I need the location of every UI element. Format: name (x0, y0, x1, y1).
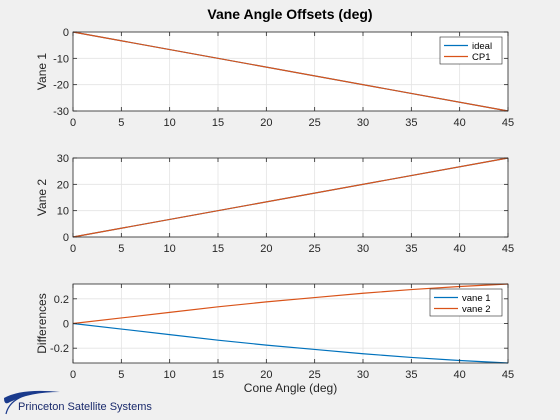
x-tick-label: 25 (309, 369, 321, 381)
legend-box (429, 288, 503, 317)
logo-text: Princeton Satellite Systems (18, 401, 152, 413)
y-tick-label: -10 (53, 53, 69, 65)
x-tick-label: 0 (70, 369, 76, 381)
x-tick-label: 35 (405, 117, 417, 129)
x-tick-label: 25 (309, 243, 321, 255)
series-line-CP1 (72, 31, 509, 112)
axes-box (72, 31, 509, 112)
x-tick-label: 15 (212, 117, 224, 129)
series-line-1 (72, 157, 509, 238)
series-line-vane-2 (72, 283, 509, 325)
panel-vane-2: 0 5 10 15 20 25 30 35 40 45 0 10 20 30 Vane 2 (35, 153, 514, 255)
logo: Princeton Satellite Systems (4, 390, 152, 415)
axes-box (72, 157, 509, 238)
x-tick-label: 35 (405, 369, 417, 381)
x-axis-label: Cone Angle (deg) (244, 381, 337, 395)
panel-differences: 0 5 10 15 20 25 30 35 40 45 -0.2 0 0.2 Differences Con… (35, 283, 514, 395)
y-tick-label: -20 (53, 80, 69, 92)
y-tick-label: 20 (57, 179, 69, 191)
x-tick-label: 30 (357, 117, 369, 129)
y-axis-label: Differences (35, 293, 49, 353)
x-tick-label: 40 (454, 243, 466, 255)
panel-vane-1: 0 5 10 15 20 25 30 35 40 45 -30 -20 -10 0 Vane 1 idealC… (35, 27, 514, 129)
logo-swoosh-icon (4, 390, 60, 404)
x-tick-label: 5 (118, 369, 124, 381)
x-tick-label: 10 (164, 369, 176, 381)
x-tick-label: 20 (260, 117, 272, 129)
x-tick-label: 5 (118, 117, 124, 129)
x-tick-label: 30 (357, 243, 369, 255)
x-tick-label: 25 (309, 117, 321, 129)
series-line-vane-1 (72, 322, 509, 364)
legend-box (439, 36, 503, 65)
y-tick-label: 10 (57, 206, 69, 218)
legend-label: vane 2 (462, 304, 491, 315)
x-tick-label: 45 (502, 117, 514, 129)
y-tick-label: -0.2 (50, 343, 69, 355)
y-tick-label: 0.2 (54, 294, 69, 306)
legend-label: CP1 (472, 52, 490, 63)
y-axis-label: Vane 1 (35, 53, 49, 90)
logo-arc-icon (5, 391, 41, 415)
y-tick-label: 0 (63, 232, 69, 244)
x-tick-label: 15 (212, 369, 224, 381)
x-tick-label: 45 (502, 369, 514, 381)
x-tick-label: 5 (118, 243, 124, 255)
x-tick-label: 0 (70, 243, 76, 255)
y-tick-label: 30 (57, 153, 69, 165)
y-tick-label: 0 (63, 27, 69, 39)
x-tick-label: 10 (164, 117, 176, 129)
legend-label: ideal (472, 41, 492, 52)
y-tick-label: -30 (53, 106, 69, 118)
legend-label: vane 1 (462, 293, 491, 304)
x-tick-label: 15 (212, 243, 224, 255)
x-tick-label: 45 (502, 243, 514, 255)
x-tick-label: 10 (164, 243, 176, 255)
y-axis-label: Vane 2 (35, 179, 49, 216)
x-tick-label: 0 (70, 117, 76, 129)
x-tick-label: 20 (260, 369, 272, 381)
x-tick-label: 30 (357, 369, 369, 381)
x-tick-label: 40 (454, 117, 466, 129)
x-tick-label: 40 (454, 369, 466, 381)
figure-title: Vane Angle Offsets (deg) (207, 6, 372, 22)
x-tick-label: 20 (260, 243, 272, 255)
y-tick-label: 0 (63, 319, 69, 331)
x-tick-label: 35 (405, 243, 417, 255)
